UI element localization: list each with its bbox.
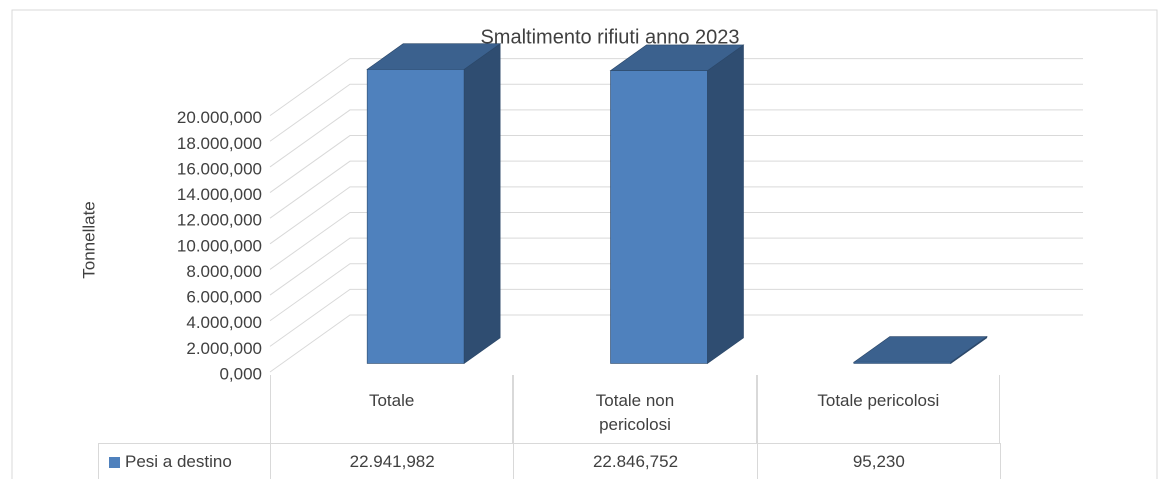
legend-swatch bbox=[109, 457, 120, 468]
grid-line bbox=[269, 186, 1083, 245]
data-table-value: 95,230 bbox=[756, 443, 1001, 479]
y-tick-label: 6.000,000 bbox=[186, 288, 262, 307]
bar-top bbox=[366, 43, 502, 70]
grid-line bbox=[269, 314, 1083, 373]
grid-line bbox=[269, 211, 1083, 270]
y-tick-label: 0,000 bbox=[219, 364, 262, 383]
y-tick-label: 8.000,000 bbox=[186, 262, 262, 281]
grid-line bbox=[269, 83, 1083, 142]
x-tick-label: Totale pericolosi bbox=[756, 375, 1000, 443]
grid-line bbox=[269, 160, 1083, 219]
bar-top bbox=[609, 44, 745, 71]
y-tick-label: 4.000,000 bbox=[186, 313, 262, 332]
bar bbox=[609, 44, 745, 365]
bar-side bbox=[463, 43, 501, 365]
y-tick-label: 18.000,000 bbox=[177, 134, 262, 153]
y-tick-label: 16.000,000 bbox=[177, 159, 262, 178]
y-tick-label: 10.000,000 bbox=[177, 236, 262, 255]
data-table-value: 22.846,752 bbox=[513, 443, 758, 479]
grid-line bbox=[269, 135, 1083, 193]
y-tick-label: 12.000,000 bbox=[177, 211, 262, 230]
bar-front bbox=[366, 69, 465, 364]
chart-title: Smaltimento rifiuti anno 2023 bbox=[480, 26, 739, 48]
bar bbox=[852, 335, 988, 365]
y-tick-label: 14.000,000 bbox=[177, 185, 262, 204]
grid-line bbox=[269, 109, 1083, 168]
bar-side bbox=[707, 44, 744, 365]
y-tick-label: 20.000,000 bbox=[177, 108, 262, 127]
legend-label: Pesi a destino bbox=[125, 452, 232, 471]
chart-border bbox=[11, 9, 1158, 479]
bar-top bbox=[852, 336, 988, 363]
data-table-value: 22.941,982 bbox=[270, 443, 515, 479]
x-tick-label: Totale bbox=[270, 375, 514, 443]
grid-line bbox=[269, 263, 1083, 322]
legend-cell: Pesi a destino bbox=[98, 443, 271, 479]
grid-line bbox=[269, 58, 1083, 117]
y-tick-label: 2.000,000 bbox=[186, 339, 262, 358]
grid-line bbox=[269, 237, 1083, 296]
x-tick-label: Totale non pericolosi bbox=[513, 375, 757, 443]
bar-front bbox=[610, 70, 708, 364]
bar bbox=[366, 43, 502, 365]
y-axis-label: Tonnellate bbox=[79, 201, 98, 279]
grid-line bbox=[269, 288, 1083, 347]
